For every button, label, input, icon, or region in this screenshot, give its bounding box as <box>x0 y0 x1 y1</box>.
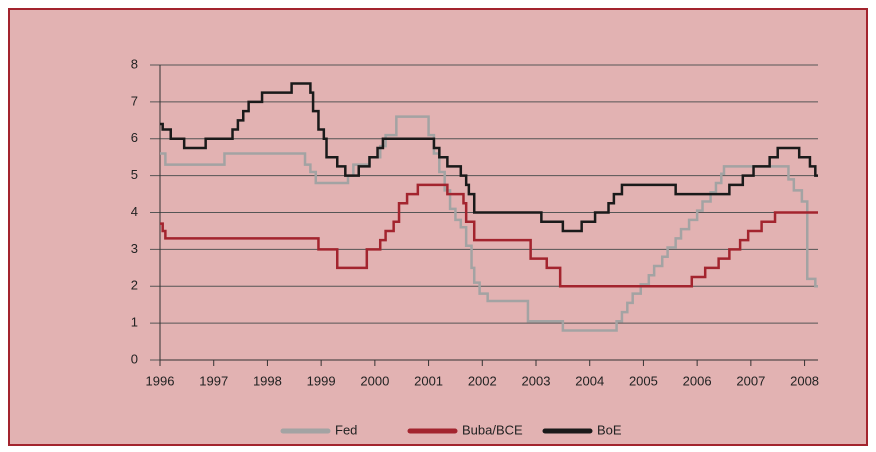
x-tick-label: 2007 <box>736 373 765 388</box>
y-tick-label: 4 <box>131 204 138 219</box>
x-tick-label: 2008 <box>790 373 819 388</box>
chart-frame <box>8 8 868 446</box>
x-tick-label: 1997 <box>199 373 228 388</box>
series-line <box>160 183 818 288</box>
x-tick-label: 1996 <box>146 373 175 388</box>
x-tick-label: 2003 <box>522 373 551 388</box>
y-tick-label: 8 <box>131 56 138 71</box>
y-tick-label: 0 <box>131 351 138 366</box>
series-line <box>160 82 818 233</box>
x-tick-label: 1998 <box>253 373 282 388</box>
x-tick-label: 2002 <box>468 373 497 388</box>
x-tick-label: 2005 <box>629 373 658 388</box>
legend-label: BoE <box>597 422 622 437</box>
y-tick-label: 7 <box>131 93 138 108</box>
x-tick-label: 2006 <box>683 373 712 388</box>
y-tick-label: 2 <box>131 278 138 293</box>
y-tick-label: 1 <box>131 315 138 330</box>
x-tick-label: 2001 <box>414 373 443 388</box>
x-tick-label: 2000 <box>360 373 389 388</box>
y-tick-label: 3 <box>131 241 138 256</box>
legend-label: Buba/BCE <box>462 422 523 437</box>
legend-label: Fed <box>335 422 357 437</box>
y-tick-label: 5 <box>131 167 138 182</box>
y-tick-label: 6 <box>131 130 138 145</box>
x-tick-label: 1999 <box>307 373 336 388</box>
x-tick-label: 2004 <box>575 373 604 388</box>
